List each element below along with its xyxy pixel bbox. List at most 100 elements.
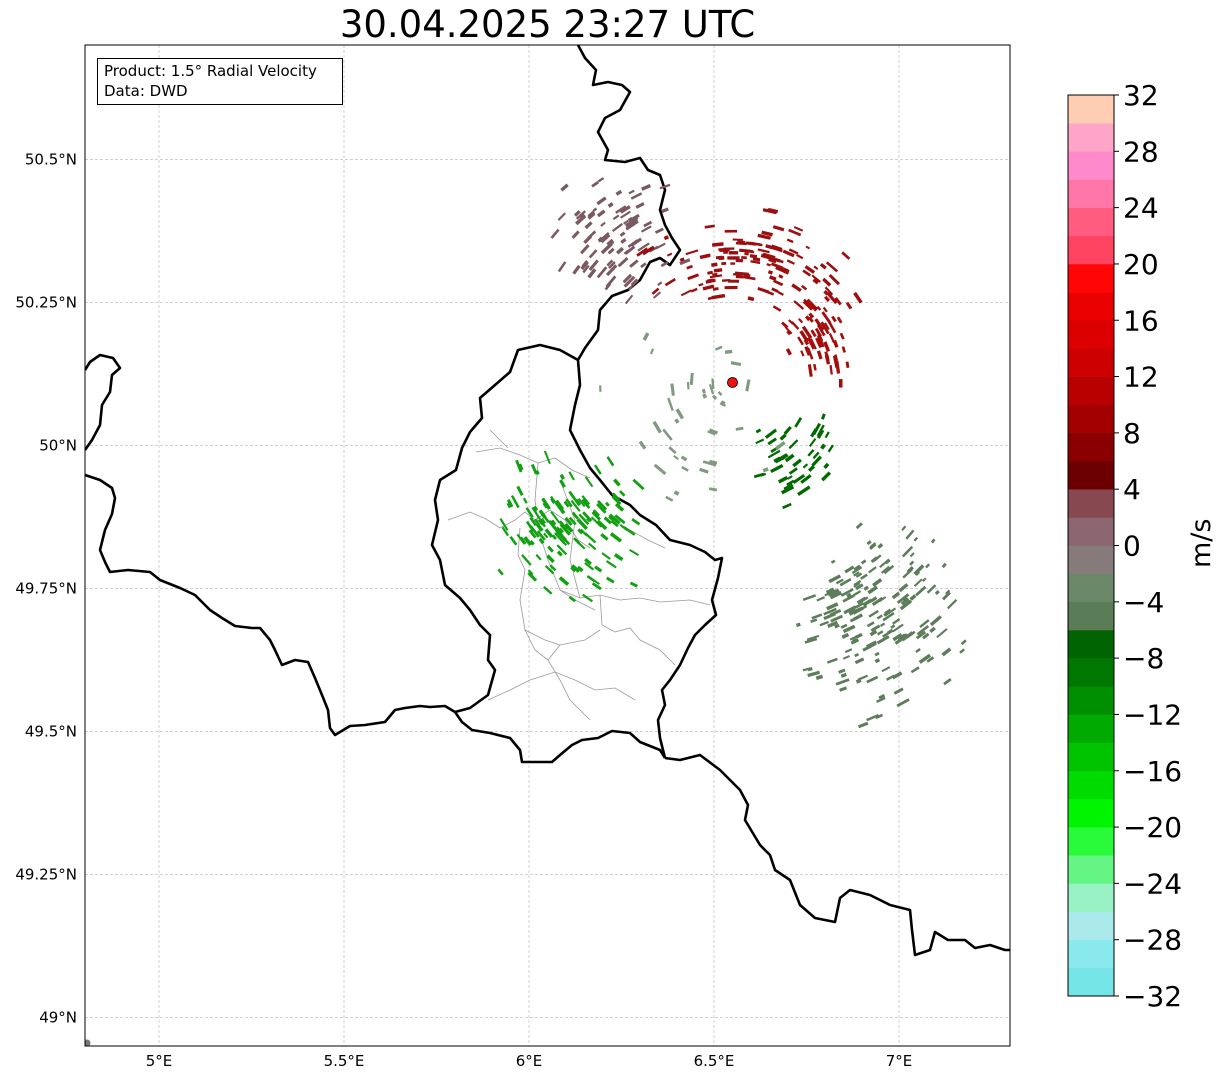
echo-gate — [652, 291, 662, 299]
lon-tick-label: 5°E — [146, 1052, 173, 1070]
echo-gate — [612, 214, 620, 221]
echo-gate — [796, 253, 804, 260]
echo-gate — [618, 206, 625, 212]
colorbar-segment — [1068, 95, 1114, 124]
echo-gate — [584, 221, 593, 230]
echo-gate — [910, 666, 920, 674]
echo-gate — [575, 210, 587, 220]
echo-gate — [584, 532, 597, 544]
echo-gate — [629, 581, 638, 588]
echo-gate — [767, 449, 781, 459]
echo-gate — [623, 526, 636, 536]
lat-tick-label: 49.25°N — [15, 865, 77, 883]
echo-gate — [510, 494, 520, 509]
lon-tick-label: 6.5°E — [694, 1052, 735, 1070]
echo-gate — [556, 544, 568, 556]
echo-gate — [558, 576, 570, 586]
echo-gate — [762, 208, 777, 215]
echo-gate — [559, 479, 566, 488]
echo-gate — [960, 639, 967, 646]
velocity-echoes — [497, 177, 967, 729]
echo-gate — [557, 261, 567, 273]
echo-gate — [708, 487, 718, 492]
echo-gate — [543, 532, 549, 539]
echo-gate — [564, 516, 573, 526]
echo-gate — [724, 229, 738, 233]
colorbar-tick-label: −16 — [1123, 755, 1182, 788]
echo-gate — [544, 565, 555, 575]
echo-gate — [749, 254, 758, 259]
echo-gate — [811, 274, 821, 283]
echo-gate — [823, 341, 831, 353]
colorbar-segment — [1068, 601, 1114, 631]
echo-gate — [587, 268, 597, 279]
echo-gate — [623, 219, 629, 225]
echo-gate — [572, 264, 581, 275]
echo-gate — [909, 552, 915, 558]
echo-gate — [828, 321, 837, 334]
echo-gate — [527, 569, 534, 576]
echo-gate — [822, 306, 828, 313]
echo-gate — [550, 228, 560, 239]
echo-gate — [896, 698, 910, 708]
echo-gate — [834, 296, 842, 306]
echo-gate — [771, 287, 779, 293]
colorbar-segment — [1068, 432, 1114, 462]
echo-gate — [642, 245, 655, 256]
echo-gate — [806, 298, 819, 311]
colorbar-segment — [1068, 461, 1114, 490]
echo-gate — [528, 529, 537, 539]
lat-tick-label: 49.5°N — [25, 722, 77, 740]
echo-gate — [543, 585, 553, 595]
echo-gate — [755, 438, 765, 445]
echo-gate — [804, 346, 812, 356]
echo-gate — [724, 349, 733, 354]
echo-gate — [587, 212, 596, 220]
echo-gate — [546, 554, 555, 564]
echo-gate — [736, 275, 750, 279]
echo-gate — [782, 502, 792, 510]
echo-gate — [741, 256, 747, 260]
echo-gate — [884, 558, 891, 565]
echo-gate — [772, 225, 785, 232]
colorbar-unit-label: m/s — [1186, 518, 1217, 568]
echo-gate — [788, 228, 802, 237]
echo-gate — [838, 379, 843, 388]
colorbar-segment — [1068, 151, 1114, 180]
colorbar-segment — [1068, 123, 1114, 152]
echo-gate — [866, 621, 875, 628]
echo-gate — [764, 428, 778, 439]
echo-gate — [868, 609, 879, 618]
echo-gate — [707, 270, 713, 275]
echo-gate — [839, 332, 845, 340]
echo-gate — [913, 536, 919, 542]
echo-gate — [828, 333, 835, 343]
echo-gate — [898, 583, 909, 593]
echo-gate — [823, 289, 829, 296]
echo-gate — [828, 574, 842, 584]
echo-gate — [855, 583, 864, 591]
echo-gate — [808, 312, 815, 319]
echo-gate — [711, 378, 715, 390]
echo-gate — [856, 596, 867, 605]
echo-gate — [635, 202, 645, 209]
echo-gate — [846, 592, 852, 599]
echo-gate — [679, 258, 691, 266]
echo-gate — [599, 385, 602, 392]
echo-gate — [802, 463, 809, 469]
echo-gate — [588, 249, 598, 259]
echo-gate — [943, 678, 952, 686]
echo-gate — [605, 264, 618, 277]
echo-gate — [610, 519, 619, 528]
echo-gate — [708, 383, 715, 395]
echo-gate — [673, 454, 679, 460]
echo-gate — [665, 495, 674, 502]
echo-gate — [891, 671, 903, 680]
echo-gate — [808, 438, 817, 447]
echo-gate — [619, 490, 626, 497]
echo-gate — [619, 205, 631, 214]
echo-gate — [767, 437, 778, 446]
echo-gate — [670, 383, 675, 396]
echo-gate — [820, 321, 830, 335]
echo-gate — [914, 570, 921, 576]
